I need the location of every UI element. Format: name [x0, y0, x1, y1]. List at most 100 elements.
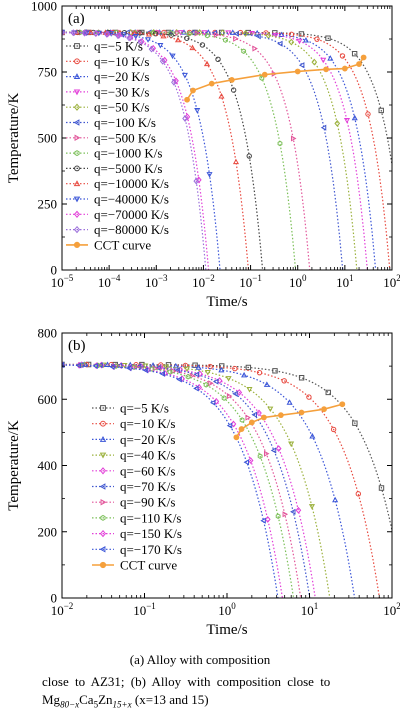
series-3-point	[286, 399, 293, 405]
series-7-point	[175, 29, 181, 36]
series-3-point	[241, 371, 248, 378]
series-3-point	[172, 362, 179, 369]
series-8-point	[239, 417, 245, 423]
series-5-point	[242, 30, 249, 37]
series-10-point	[226, 422, 233, 429]
series-7-point	[264, 450, 270, 457]
legend-entry: q=−60 K/s	[92, 463, 175, 478]
legend-swatch-marker	[74, 134, 81, 142]
legend-label: CCT curve	[94, 237, 151, 252]
series-10-point	[145, 31, 153, 37]
cct-curve	[184, 54, 367, 103]
legend-swatch-marker	[74, 58, 80, 65]
x-tick-label: 10−2	[51, 601, 74, 618]
series-10-point	[142, 367, 149, 374]
formula-ca: Ca	[79, 692, 94, 707]
series-12-point	[127, 34, 134, 42]
series-5-point	[256, 409, 262, 417]
legend-swatch-marker	[99, 483, 106, 490]
panel-label: (b)	[68, 338, 86, 354]
series-6-point	[270, 447, 277, 454]
series-5-point	[288, 38, 295, 46]
legend-entry: CCT curve	[92, 558, 177, 573]
legend-swatch-marker	[73, 196, 81, 203]
series-10-point	[159, 370, 166, 377]
series-2-point	[314, 36, 320, 42]
series-10-point	[92, 362, 98, 369]
legend-entry: q=−30 K/s	[66, 84, 149, 99]
series-8-point	[185, 373, 191, 380]
legend-entry: q=−10 K/s	[92, 416, 175, 431]
x-tick-label: 101	[336, 273, 354, 290]
series-2-line	[62, 363, 381, 598]
figure-caption-line3: Mg80−xCa5Zn15+x (x=13 and 15)	[42, 692, 209, 710]
legend-entry: q=−5 K/s	[66, 39, 143, 54]
legend-label: q=−10 K/s	[120, 416, 175, 431]
series-6-point	[232, 390, 238, 397]
legend-entry: q=−50 K/s	[66, 100, 149, 115]
series-4-point	[246, 387, 253, 393]
series-7-group	[62, 361, 302, 598]
series-8-point	[241, 48, 247, 55]
cct-curve-point	[248, 419, 255, 426]
legend-entry: q=−1000 K/s	[66, 146, 162, 161]
cct-curve-point	[321, 406, 327, 413]
y-tick-label: 200	[38, 524, 58, 539]
series-4-point	[248, 30, 256, 37]
series-11-point	[181, 72, 188, 79]
x-tick-label: 10−3	[145, 273, 168, 290]
series-9-point	[247, 457, 254, 464]
series-8-point	[186, 30, 192, 37]
series-6-line	[62, 364, 311, 598]
series-8-point	[257, 453, 263, 460]
series-10-point	[62, 361, 65, 369]
series-11-point	[144, 37, 152, 43]
y-tick-label: 0	[51, 263, 58, 278]
legend-label: q=−5 K/s	[94, 39, 143, 54]
cooling-curves	[62, 28, 392, 270]
series-3-point	[263, 381, 270, 387]
legend-entry: q=−40000 K/s	[66, 192, 169, 207]
series-5-point	[275, 445, 282, 453]
legend-label: q=−100 K/s	[94, 115, 156, 130]
y-axis: 0 250 500 750 1000 Temperature/K	[6, 0, 392, 278]
series-8-point	[277, 140, 283, 147]
legend-swatch-marker	[99, 546, 106, 553]
x-tick-label: 10−2	[192, 273, 215, 290]
series-1-point	[272, 368, 278, 374]
legend-label: q=−20 K/s	[120, 432, 175, 447]
legend-entry: q=−90 K/s	[92, 495, 175, 510]
series-7-point	[233, 35, 239, 42]
x-axis: 10−5 10−4 10−3 10−2 10−1 100 101 102 Time/s	[51, 6, 400, 310]
series-8-point	[204, 32, 210, 39]
y-axis-label: Temperature/K	[6, 420, 22, 511]
legend-label: q=−20 K/s	[94, 69, 149, 84]
legend: q=−5 K/sq=−10 K/sq=−20 K/sq=−30 K/sq=−50…	[66, 39, 169, 252]
legend-entry: q=−5 K/s	[92, 401, 169, 416]
x-axis: 10−2 10−1 100 101 102 Time/s	[51, 333, 400, 638]
series-13-point	[171, 78, 177, 86]
cct-curve-point	[294, 68, 301, 75]
legend-swatch-marker	[74, 43, 80, 49]
series-9-point	[215, 56, 221, 63]
series-13-point	[137, 38, 144, 46]
series-2-group	[62, 361, 381, 598]
series-10-point	[232, 158, 240, 165]
series-1-point	[351, 50, 358, 57]
series-9-line	[62, 364, 284, 598]
series-2-point	[339, 53, 346, 59]
series-13-point	[148, 45, 155, 53]
series-6-point	[212, 378, 219, 385]
series-11-group	[62, 30, 221, 270]
legend-entry: q=−40 K/s	[92, 448, 175, 463]
series-10-line	[62, 364, 279, 598]
legend-swatch-marker	[99, 529, 107, 538]
series-6-point	[320, 124, 327, 131]
cct-curve-point	[356, 61, 362, 67]
series-5-point	[236, 389, 243, 396]
series-4-point	[267, 406, 274, 413]
legend-label: q=−110 K/s	[120, 510, 182, 525]
y-tick-label: 1000	[31, 0, 57, 14]
legend-swatch-marker	[74, 150, 80, 157]
